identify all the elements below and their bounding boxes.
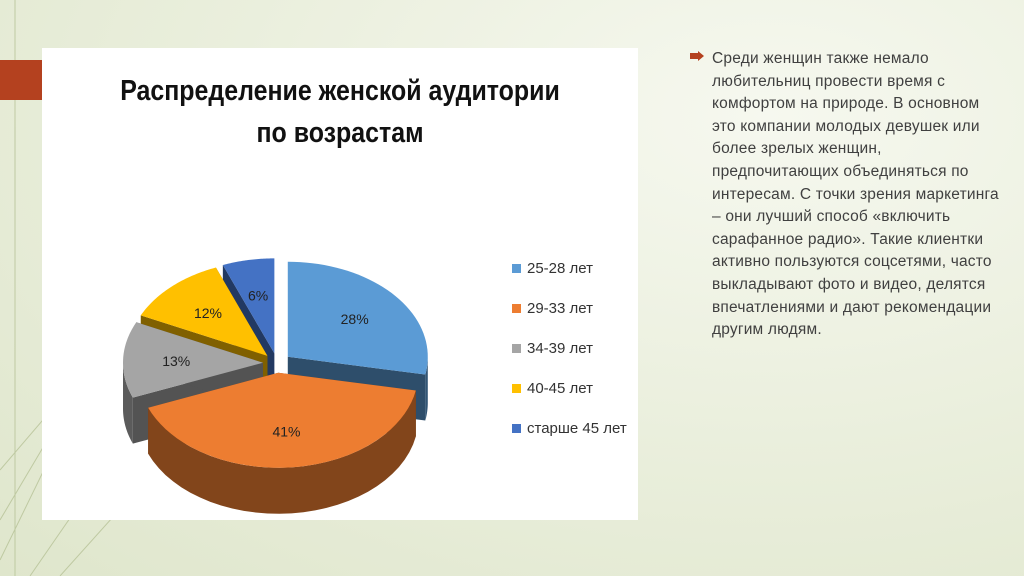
legend-label: 34-39 лет [527, 339, 593, 357]
legend-item: старше 45 лет [512, 408, 627, 448]
text-block: Среди женщин также немало любительниц пр… [690, 48, 1002, 342]
data-label: 6% [248, 288, 268, 304]
chart-title-line1: Распределение женской аудитории [120, 75, 560, 107]
legend-swatch [512, 263, 521, 273]
legend-swatch [512, 343, 521, 353]
legend-item: 34-39 лет [512, 328, 627, 368]
legend-swatch [512, 423, 521, 433]
legend-label: 29-33 лет [527, 299, 593, 317]
data-label: 12% [194, 305, 222, 321]
legend-item: 29-33 лет [512, 288, 627, 328]
pie-chart: 28% 41% 13% 12% 6% [123, 258, 428, 514]
chart-title-line2: по возрастам [256, 117, 424, 149]
chart-panel: 28% 41% 13% 12% 6% Распределение женской ауд… [42, 48, 638, 520]
legend-swatch [512, 383, 521, 393]
data-label: 13% [162, 353, 190, 369]
arrow-bullet-icon [690, 51, 704, 61]
data-label: 41% [272, 423, 300, 439]
body-text: Среди женщин также немало любительниц пр… [712, 50, 999, 339]
data-label: 28% [341, 311, 369, 327]
legend-item: 40-45 лет [512, 368, 627, 408]
legend-label: 40-45 лет [527, 379, 593, 397]
chart-title: Распределение женской аудитории по возра… [84, 70, 597, 154]
legend-swatch [512, 303, 521, 313]
accent-bar [0, 60, 42, 100]
legend-item: 25-28 лет [512, 248, 627, 288]
chart-legend: 25-28 лет 29-33 лет 34-39 лет 40-45 лет стар… [512, 248, 627, 448]
legend-label: 25-28 лет [527, 259, 593, 277]
legend-label: старше 45 лет [527, 419, 627, 437]
pie-slice [148, 372, 416, 514]
